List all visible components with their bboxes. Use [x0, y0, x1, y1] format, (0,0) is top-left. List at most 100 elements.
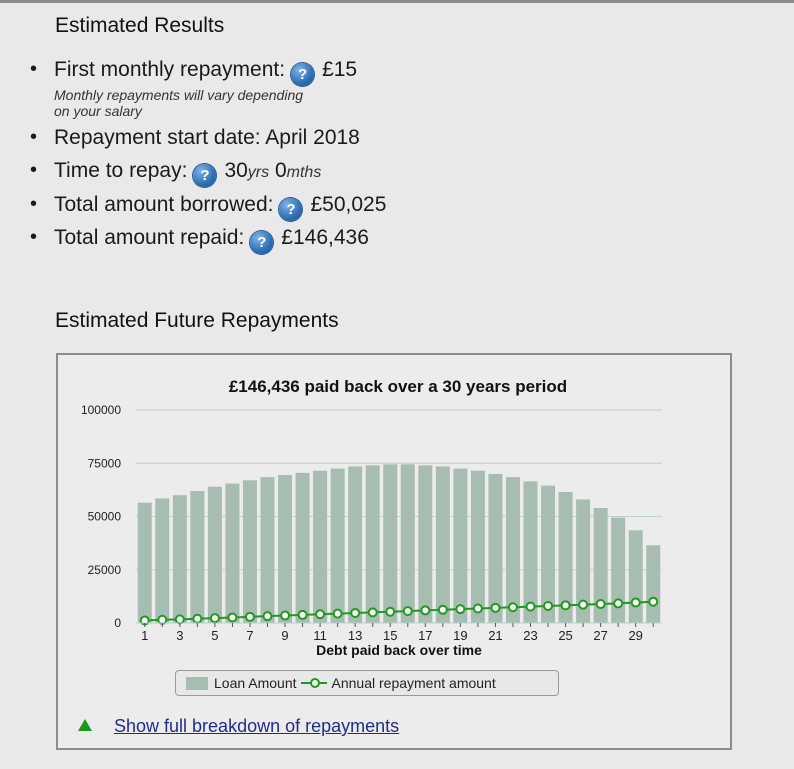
annual-repayment-point [350, 607, 361, 618]
results-list: First monthly repayment:? £15 Monthly rep… [30, 58, 590, 259]
x-tick-label: 25 [558, 628, 572, 643]
start-date-value: April 2018 [265, 126, 360, 149]
loan-amount-bar [523, 481, 538, 623]
annual-repayment-point [315, 609, 326, 620]
annual-repayment-point [209, 613, 220, 624]
y-tick-label: 100000 [81, 403, 121, 417]
question-circle-icon[interactable]: ? [250, 231, 274, 254]
x-tick-label: 7 [246, 628, 253, 643]
annual-repayment-point [367, 607, 378, 618]
x-tick-label: 29 [628, 628, 642, 643]
x-tick-label: 9 [281, 628, 288, 643]
loan-amount-bar [365, 465, 380, 623]
loan-amount-bar [348, 466, 363, 623]
annual-repayment-point [543, 600, 554, 611]
months-unit: mths [286, 164, 322, 181]
loan-amount-bar [453, 468, 468, 623]
loan-amount-bar [400, 464, 415, 623]
annual-repayment-point [192, 613, 203, 624]
x-tick-label: 1 [141, 628, 148, 643]
loan-amount-bar [541, 485, 556, 623]
annual-repayment-point [472, 603, 483, 614]
first-monthly-label: First monthly repayment: [54, 58, 286, 81]
annual-repayment-point [297, 609, 308, 620]
loan-amount-bar [435, 466, 450, 623]
loan-amount-bar [207, 486, 222, 623]
x-tick-label: 19 [453, 628, 467, 643]
annual-repayment-point [280, 610, 291, 621]
show-full-breakdown-link[interactable]: Show full breakdown of repayments [114, 716, 400, 736]
loan-amount-bar [505, 477, 520, 623]
time-to-repay-label: Time to repay: [54, 159, 188, 182]
annual-repayment-point [578, 599, 589, 610]
annual-repayment-point [455, 604, 466, 615]
loan-amount-bar [155, 498, 170, 623]
x-tick-label: 17 [418, 628, 432, 643]
question-circle-icon[interactable]: ? [291, 63, 315, 86]
x-axis-label: Debt paid back over time [316, 642, 482, 658]
question-circle-icon[interactable]: ? [279, 198, 303, 221]
years-unit: yrs [247, 164, 270, 181]
annual-repayment-point [648, 596, 659, 607]
chart-legend: Loan Amount Annual repayment amount [175, 670, 559, 696]
loan-amount-bar [313, 470, 328, 623]
first-monthly-repayment-item: First monthly repayment:? £15 Monthly rep… [30, 58, 590, 126]
breakdown-row: Show full breakdown of repayments [78, 716, 399, 737]
annual-repayment-point [402, 606, 413, 617]
top-border [0, 0, 794, 3]
x-tick-label: 15 [383, 628, 397, 643]
annual-repayment-point [262, 611, 273, 622]
annual-repayment-point [332, 608, 343, 619]
months-value: 0 [274, 159, 287, 182]
repayment-line-swatch [300, 678, 327, 688]
question-circle-icon[interactable]: ? [193, 164, 217, 187]
chart-title: £146,436 paid back over a 30 years perio… [229, 377, 567, 396]
repayment-start-item: Repayment start date: April 2018 [30, 126, 590, 159]
loan-amount-bar [558, 492, 573, 623]
loan-amount-bar [611, 517, 626, 623]
loan-amount-bar [488, 473, 503, 623]
loan-amount-bar [470, 470, 485, 623]
loan-amount-bar [576, 499, 591, 623]
y-tick-label: 25000 [88, 563, 122, 577]
total-borrowed-value: £50,025 [310, 193, 387, 216]
repayments-chart: £146,436 paid back over a 30 years perio… [81, 377, 662, 658]
y-tick-label: 75000 [88, 456, 122, 470]
loan-amount-bar [628, 530, 643, 623]
x-tick-label: 5 [211, 628, 218, 643]
loan-amount-bar [242, 480, 257, 623]
triangle-up-icon [78, 719, 92, 731]
loan-amount-swatch [186, 677, 208, 690]
annual-repayment-point [595, 599, 606, 610]
total-borrowed-label: Total amount borrowed: [54, 193, 274, 216]
annual-repayment-point [420, 605, 431, 616]
loan-amount-bar [418, 465, 433, 623]
x-tick-label: 3 [176, 628, 183, 643]
annual-repayment-point [490, 602, 501, 613]
legend-loan-amount: Loan Amount [214, 675, 297, 691]
x-tick-label: 27 [593, 628, 607, 643]
estimated-future-repayments-heading: Estimated Future Repayments [55, 309, 339, 332]
annual-repayment-point [174, 614, 185, 625]
annual-repayment-point [437, 604, 448, 615]
total-repaid-item: Total amount repaid:? £146,436 [30, 226, 590, 259]
loan-amount-bar [225, 483, 240, 623]
x-tick-label: 21 [488, 628, 502, 643]
annual-repayment-point [227, 612, 238, 623]
annual-repayment-point [613, 598, 624, 609]
annual-repayment-point [507, 602, 518, 613]
loan-amount-bar [295, 472, 310, 623]
legend-annual-repayment: Annual repayment amount [331, 675, 496, 691]
y-tick-label: 0 [114, 616, 121, 630]
loan-amount-bar [330, 468, 345, 623]
loan-amount-bar [646, 545, 661, 623]
loan-amount-bar [137, 502, 152, 623]
years-value: 30 [224, 159, 248, 182]
loan-amount-bar [260, 477, 275, 623]
start-date-label: Repayment start date: [54, 126, 261, 149]
time-to-repay-item: Time to repay:? 30yrs 0mths [30, 159, 590, 193]
total-borrowed-item: Total amount borrowed:? £50,025 [30, 193, 590, 226]
loan-amount-bar [383, 464, 398, 623]
loan-amount-bar [593, 507, 608, 623]
salary-note: Monthly repayments will vary depending o… [54, 87, 304, 119]
